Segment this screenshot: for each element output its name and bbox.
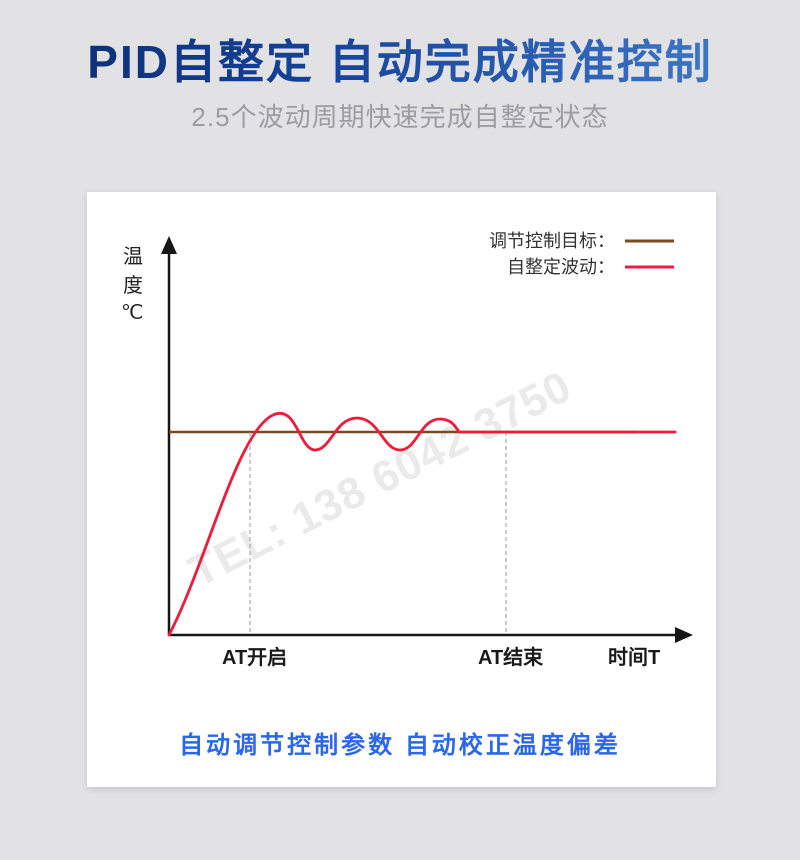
svg-text:温: 温 bbox=[123, 245, 143, 268]
svg-text:AT结束: AT结束 bbox=[478, 645, 544, 669]
svg-text:℃: ℃ bbox=[121, 302, 143, 324]
svg-text:时间T: 时间T bbox=[608, 646, 660, 669]
svg-text:度: 度 bbox=[123, 274, 143, 297]
svg-text:调节控制目标：: 调节控制目标： bbox=[489, 231, 615, 251]
svg-text:AT开启: AT开启 bbox=[222, 645, 287, 669]
svg-text:TEL: 138 6042 3750: TEL: 138 6042 3750 bbox=[181, 362, 579, 597]
svg-text:自整定波动：: 自整定波动： bbox=[507, 257, 615, 277]
